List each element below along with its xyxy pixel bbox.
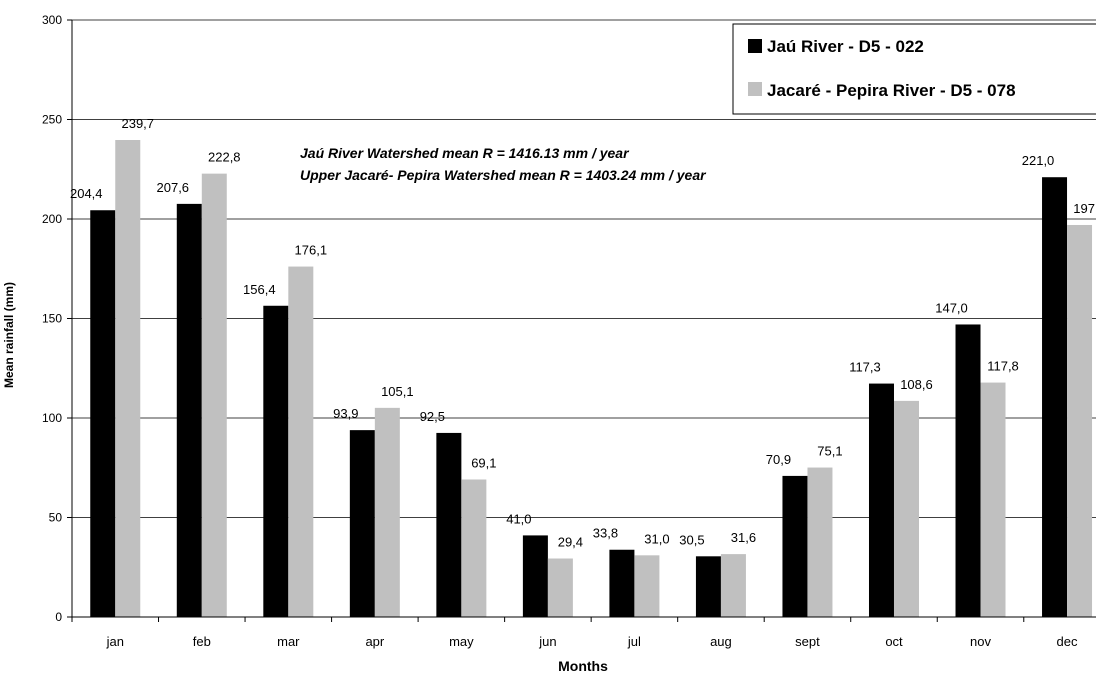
bar-jacare [720,554,746,617]
y-tick-label: 300 [42,13,62,27]
x-tick-label: sept [795,634,820,649]
x-tick-label: aug [710,634,732,649]
x-tick-label: jan [106,634,124,649]
y-tick-label: 250 [42,113,62,127]
bar-jacare [893,400,919,617]
data-label-jacare: 108,6 [900,377,933,392]
x-tick-label: may [449,634,474,649]
bar-jau [609,549,635,617]
data-label-jau: 147,0 [935,300,968,315]
data-label-jacare: 117,8 [987,359,1019,374]
data-labels: 204,4 239,7 207,6 222,8 156,4 176,1 93,9 105,1 9… [70,116,1096,549]
gridlines [72,19,1096,518]
legend-swatch-jacare [748,82,762,96]
bar-jau [263,305,289,617]
x-tick-label: nov [970,634,991,649]
bar-jacare [634,555,660,617]
data-label-jau: 207,6 [157,180,190,195]
y-tick-label: 200 [42,212,62,226]
y-axis-label: Mean rainfall (mm) [2,282,16,388]
bar-jau [695,556,721,617]
y-tick-label: 50 [49,511,63,525]
y-tick-label: 0 [55,610,62,624]
legend-swatch-jau [748,39,762,53]
x-tick-label: jun [538,634,556,649]
axes: 0 50 100 150 200 250 300 jan feb mar apr may jun jul a… [42,13,1096,649]
bar-jacare [461,479,487,617]
data-label-jacare: 69,1 [471,455,496,470]
data-label-jau: 30,5 [679,532,704,547]
bar-jau [522,535,548,617]
bar-jacare [980,382,1006,617]
bar-jau [1042,177,1068,617]
bar-jacare [374,407,400,617]
legend-box [732,23,1096,115]
data-label-jacare: 105,1 [381,384,414,399]
x-tick-label: dec [1057,634,1078,649]
y-tick-label: 100 [42,411,62,425]
bar-jacare [547,558,573,617]
x-tick-label: mar [277,634,300,649]
bars [90,139,1093,618]
bar-jau [90,210,116,617]
legend-label-jacare: Jacaré - Pepira River - D5 - 078 [767,81,1016,100]
bar-jau [955,324,981,617]
data-label-jacare: 239,7 [121,116,154,131]
x-tick-label: jul [627,634,641,649]
data-label-jau: 117,3 [849,360,881,375]
bar-jau [868,383,894,617]
x-tick-label: oct [885,634,903,649]
bar-jau [436,432,462,617]
bar-jau [782,475,808,617]
legend: Jaú River - D5 - 022 Jacaré - Pepira Riv… [732,23,1096,115]
data-label-jacare: 75,1 [817,444,842,459]
legend-label-jau: Jaú River - D5 - 022 [767,37,924,56]
bar-jacare [1067,224,1093,617]
annotation-jacare: Upper Jacaré- Pepira Watershed mean R = … [300,167,707,183]
data-label-jau: 156,4 [243,282,276,297]
y-tick-label: 150 [42,312,62,326]
data-label-jau: 93,9 [333,406,358,421]
data-label-jacare: 176,1 [295,243,328,258]
data-label-jacare: 31,6 [731,530,756,545]
data-label-jau: 204,4 [70,186,103,201]
data-label-jacare: 29,4 [558,534,583,549]
data-label-jacare: 31,0 [644,531,669,546]
bar-jacare [115,139,141,617]
data-label-jacare: 222,8 [208,150,241,165]
data-label-jau: 33,8 [593,526,618,541]
bar-jacare [201,173,227,618]
data-label-jau: 221,0 [1022,153,1055,168]
bar-jau [176,203,202,617]
x-tick-label: apr [365,634,384,649]
data-label-jau: 70,9 [766,452,791,467]
data-label-jau: 92,5 [420,409,445,424]
data-label-jau: 41,0 [506,511,531,526]
bar-jacare [807,467,833,617]
bar-jau [349,430,375,617]
x-axis-label: Months [558,658,608,674]
x-tick-label: feb [193,634,211,649]
annotation-jau: Jaú River Watershed mean R = 1416.13 mm … [300,145,630,161]
bar-jacare [288,266,314,617]
data-label-jacare: 197,0 [1073,201,1096,216]
